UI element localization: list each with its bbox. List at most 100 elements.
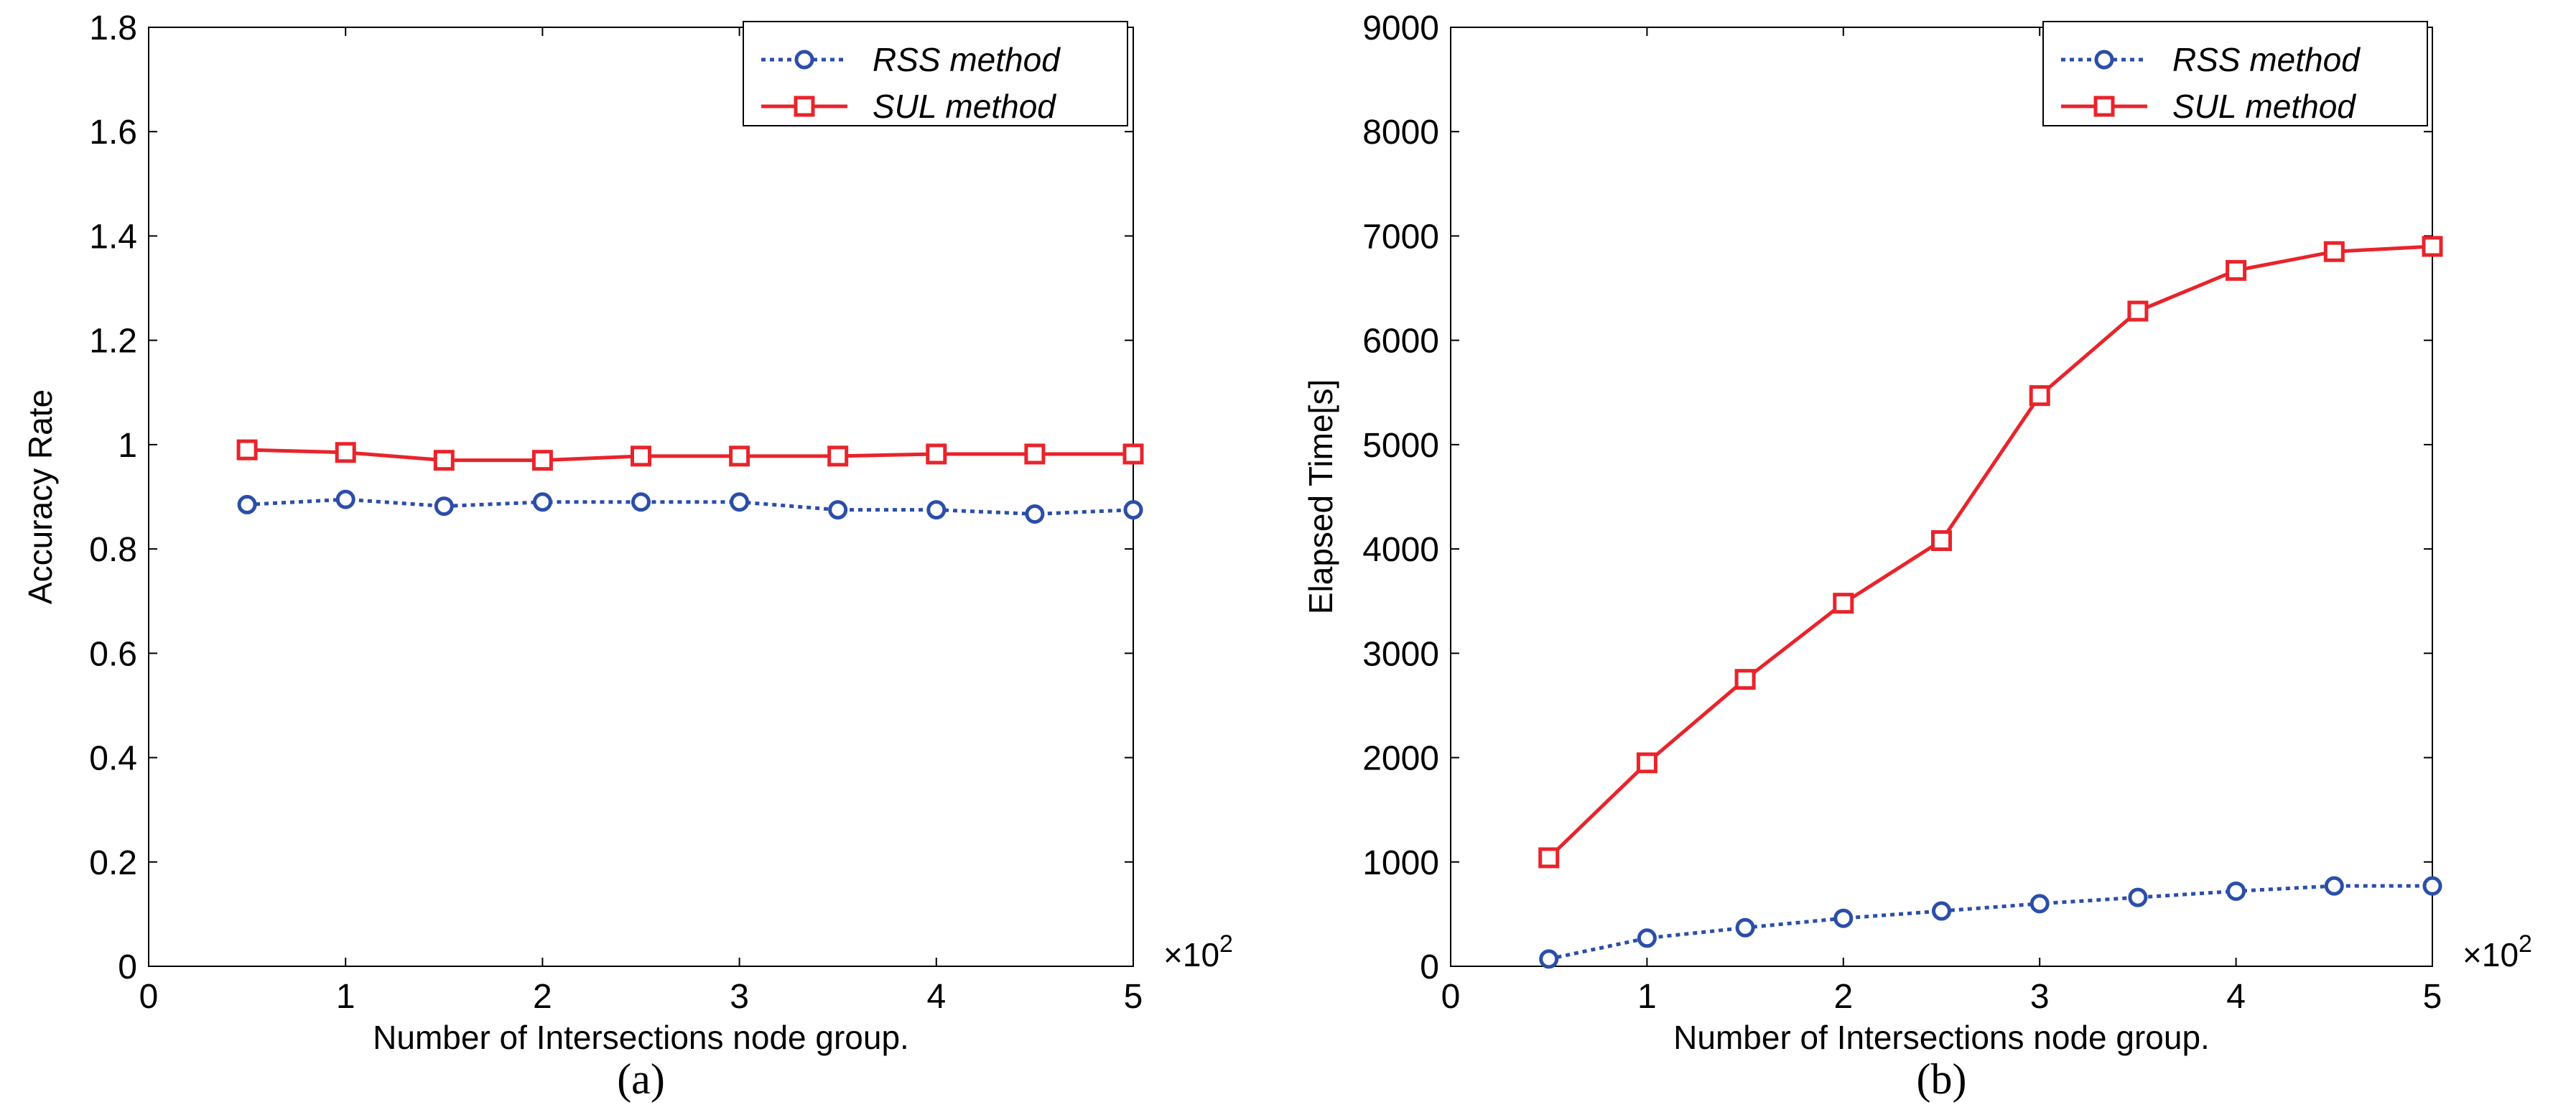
y-axis-title: Accuracy Rate (22, 389, 59, 604)
x-multiplier-exponent: 2 (2519, 930, 2532, 958)
axes-box (1450, 27, 2433, 967)
x-tick-label: 4 (926, 978, 946, 1016)
x-tick-label: 1 (1637, 978, 1657, 1016)
legend-item: RSS method (2061, 41, 2361, 78)
data-point (1636, 752, 1657, 774)
series-line (1547, 244, 2433, 859)
y-tick-label: 5000 (1362, 427, 1439, 465)
y-tick-label: 7000 (1362, 218, 1439, 256)
y-tick-label: 4000 (1362, 531, 1439, 569)
x-axis-title: Number of Intersections node group. (1673, 1019, 2210, 1056)
data-point (2226, 881, 2246, 901)
data-point (2029, 894, 2050, 914)
x-tick-label: 3 (730, 978, 749, 1016)
y-tick-label: 2000 (1362, 740, 1439, 778)
legend-label: RSS method (2172, 41, 2361, 78)
data-point (2127, 300, 2149, 322)
data-point (828, 500, 848, 520)
data-point (335, 442, 356, 463)
x-tick-label: 4 (2226, 978, 2246, 1016)
series-rss (1539, 876, 2442, 969)
panel-caption: (a) (617, 1055, 665, 1103)
y-tick-label: 0.6 (89, 635, 137, 673)
data-point (236, 439, 258, 461)
data-point (1025, 504, 1045, 524)
x-multiplier-exponent: 2 (1219, 930, 1233, 958)
series-sul (1538, 236, 2443, 869)
y-tick-label: 0 (118, 948, 137, 986)
data-point (730, 492, 750, 512)
data-point (237, 494, 257, 514)
legend-marker (2094, 50, 2114, 70)
data-point (2226, 259, 2247, 281)
data-point (2128, 887, 2148, 907)
chart-panel-b: 0 1 2 3 4 5 0 1000 2000 3000 4000 5000 6000 7000 8000 9… (1302, 9, 2532, 1103)
x-tick-label: 1 (336, 978, 355, 1016)
data-point (1735, 917, 1755, 938)
x-tick-label: 2 (533, 978, 552, 1016)
y-tick-label: 1 (118, 427, 137, 465)
data-point (2324, 876, 2344, 896)
data-point (1123, 500, 1143, 520)
y-tick-label: 3000 (1362, 635, 1439, 673)
legend-item: SUL method (2061, 88, 2356, 125)
y-tick-label: 0.2 (89, 844, 137, 882)
data-point (1931, 529, 1952, 551)
y-tick-label: 1.4 (89, 218, 137, 256)
data-point (1833, 908, 1854, 928)
series-sul (236, 439, 1144, 471)
y-tick-label: 0 (1420, 948, 1439, 986)
data-point (1024, 443, 1046, 465)
x-tick-label: 3 (2030, 978, 2050, 1016)
x-multiplier-base: ×10 (2463, 936, 2519, 973)
legend-marker (2093, 96, 2115, 117)
data-point (2029, 385, 2050, 407)
chart-panel-a: 0 1 2 3 4 500.20.40.60.811.21.41.61.8×102Numb… (22, 9, 1233, 1103)
data-point (1932, 901, 1951, 921)
y-tick-label: 1.8 (89, 9, 137, 47)
y-tick-label: 9000 (1362, 9, 1439, 47)
data-point (532, 492, 552, 512)
x-tick-label: 5 (1124, 978, 1143, 1016)
series-line (1548, 884, 2432, 961)
data-point (2422, 236, 2443, 257)
legend-label: SUL method (2172, 88, 2356, 125)
data-point (434, 496, 454, 517)
data-point (1734, 669, 1756, 690)
axes-box (148, 27, 1134, 967)
legend-label: SUL method (873, 88, 1056, 125)
data-point (827, 445, 849, 467)
data-point (631, 492, 651, 512)
data-point (1122, 443, 1144, 465)
legend-marker (794, 96, 815, 117)
series-rss (237, 489, 1143, 524)
data-point (2422, 876, 2442, 896)
x-multiplier-label: ×102 (2463, 930, 2532, 973)
data-point (1637, 928, 1657, 948)
x-tick-label: 0 (139, 978, 159, 1016)
series-line (246, 497, 1134, 516)
legend-label: RSS method (873, 41, 1061, 78)
legend-marker (794, 50, 814, 70)
data-point (2323, 241, 2345, 262)
x-multiplier-label: ×102 (1163, 930, 1233, 973)
y-tick-label: 0.8 (89, 531, 137, 569)
data-point (531, 450, 553, 471)
x-axis-title: Number of Intersections node group. (373, 1019, 909, 1056)
legend-item: RSS method (761, 41, 1061, 78)
panel-caption: (b) (1917, 1055, 1967, 1103)
y-tick-label: 1.2 (89, 323, 137, 361)
data-point (1833, 593, 1854, 614)
y-tick-label: 0.4 (89, 740, 137, 778)
data-point (433, 450, 455, 471)
x-multiplier-base: ×10 (1163, 936, 1219, 973)
legend: RSS method SUL method (2042, 21, 2428, 126)
data-point (631, 445, 651, 467)
data-point (926, 500, 947, 520)
y-axis-title: Elapsed Time[s] (1302, 379, 1339, 614)
y-tick-label: 6000 (1362, 323, 1439, 361)
x-tick-label: 5 (2423, 978, 2442, 1016)
data-point (1538, 847, 1560, 869)
legend: RSS method SUL method (743, 21, 1128, 126)
